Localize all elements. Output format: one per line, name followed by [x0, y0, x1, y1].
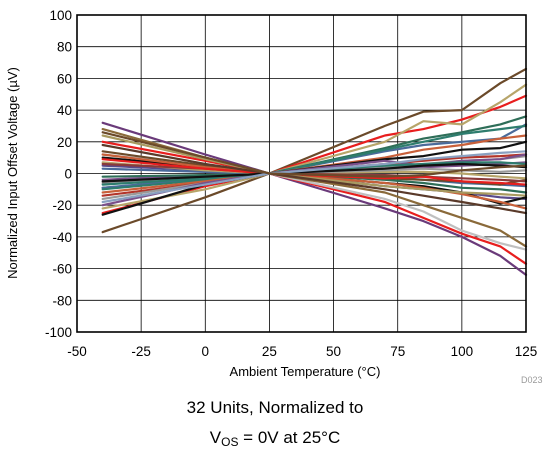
- caption-vos-subscript: OS: [221, 435, 239, 449]
- y-tick-label: 80: [57, 40, 72, 55]
- y-tick-label: -20: [52, 198, 72, 213]
- series-line-21: [101, 161, 528, 180]
- series-line-28: [101, 162, 528, 183]
- y-tick-label: 100: [49, 8, 72, 23]
- series-line-1: [101, 67, 528, 234]
- x-tick-label: 100: [451, 344, 474, 359]
- series-line-29: [101, 134, 528, 197]
- series-line-13: [101, 140, 528, 265]
- series-line-31: [101, 150, 528, 204]
- series-line-26: [101, 158, 528, 186]
- y-tick-label: 0: [64, 167, 72, 182]
- x-tick-label: 25: [262, 344, 277, 359]
- y-tick-labels: -100 -80 -60 -40 -20 0 20 40 60 80 100: [45, 8, 72, 340]
- series-lines: [101, 67, 528, 276]
- caption-vos-symbol: V: [209, 428, 222, 447]
- y-tick-label: -60: [52, 262, 72, 277]
- x-tick-label: -25: [131, 344, 151, 359]
- figure-code: D023: [521, 375, 543, 385]
- y-axis-label: Normalized Input Offset Voltage (µV): [5, 67, 20, 279]
- x-tick-label: -50: [67, 344, 87, 359]
- y-tick-label: 60: [57, 71, 72, 86]
- series-line-20: [101, 150, 528, 186]
- series-line-27: [101, 161, 528, 186]
- caption-line-1: 32 Units, Normalized to: [186, 398, 364, 417]
- x-tick-label: 0: [202, 344, 210, 359]
- y-tick-label: 40: [57, 103, 72, 118]
- series-line-12: [101, 121, 528, 276]
- caption-condition: = 0V at 25°C: [238, 428, 341, 447]
- x-tick-label: 125: [515, 344, 538, 359]
- plot-frame: [76, 14, 527, 333]
- series-line-30: [101, 143, 528, 215]
- series-line-24: [101, 153, 528, 210]
- x-tick-label: 50: [326, 344, 341, 359]
- x-tick-labels: -50 -25 0 25 50 75 100 125: [67, 344, 537, 359]
- offset-voltage-chart: -50 -25 0 25 50 75 100 125 -100 -80 -60 -40 -20 0 20 4…: [5, 8, 543, 385]
- x-axis-label: Ambient Temperature (°C): [230, 364, 381, 379]
- series-line-6: [101, 124, 528, 191]
- caption-line-2: VOS = 0V at 25°C: [0, 428, 550, 449]
- y-tick-label: -100: [45, 325, 72, 340]
- series-line-18: [101, 172, 528, 194]
- series-line-3: [101, 83, 528, 210]
- y-tick-label: -80: [52, 293, 72, 308]
- y-tick-label: -40: [52, 230, 72, 245]
- plot-border: [76, 14, 527, 333]
- series-line-32: [101, 131, 528, 178]
- series-line-7: [101, 134, 528, 194]
- y-tick-label: 20: [57, 135, 72, 150]
- series-line-25: [101, 153, 528, 207]
- x-tick-label: 75: [390, 344, 405, 359]
